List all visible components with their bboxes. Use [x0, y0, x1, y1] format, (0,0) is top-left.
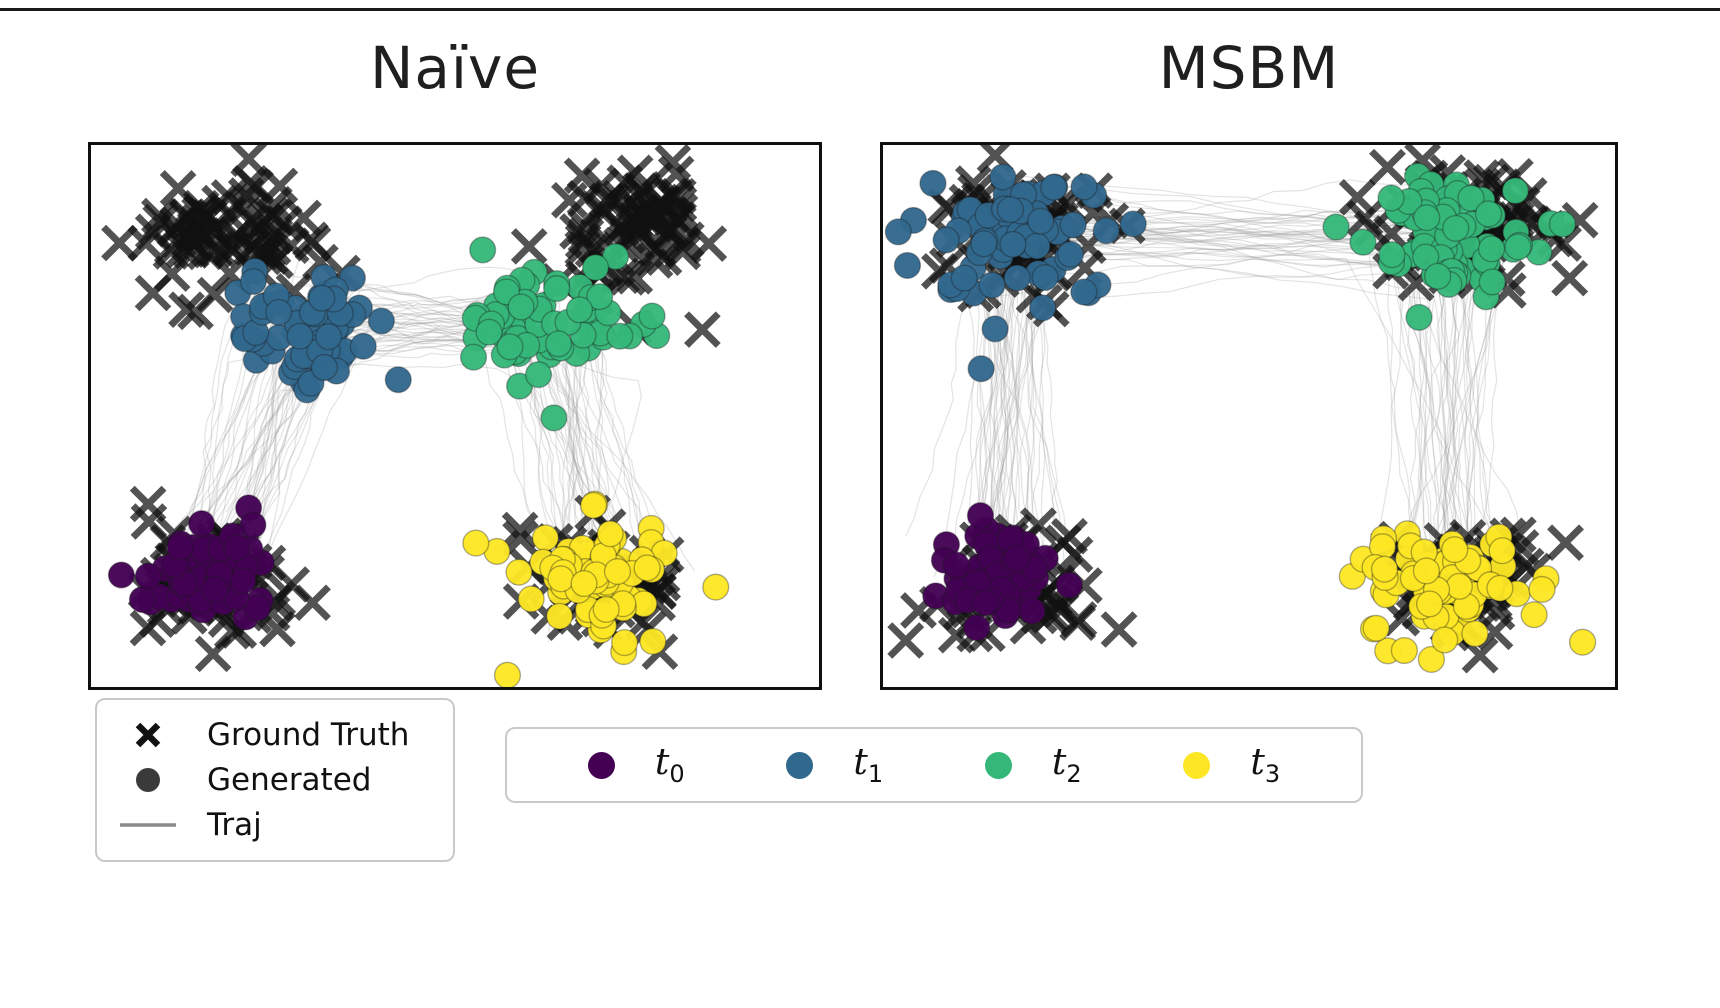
ground-truth-cluster-top-right: [510, 145, 728, 348]
t0-label: t0: [654, 741, 685, 789]
t3-dot-icon: [1183, 751, 1211, 779]
generated-cluster-t2: [1322, 162, 1577, 331]
traj-label: Traj: [207, 807, 262, 844]
generated-cluster-t3: [462, 490, 730, 687]
t2-label: t2: [1051, 741, 1082, 789]
legend-row-ground-truth: Ground Truth: [117, 717, 433, 753]
trajectories-layer: [154, 255, 696, 643]
t2-dot-icon: [984, 751, 1012, 779]
panel-title-msbm: MSBM: [1158, 34, 1340, 102]
top-rule: [0, 8, 1720, 11]
times-legend: t0 t1 t2 t3: [505, 727, 1363, 803]
generated-cluster-t1: [224, 257, 412, 404]
panel-title-naive: Naïve: [369, 34, 541, 102]
ground-truth-label: Ground Truth: [207, 716, 410, 753]
scatter-panel-naive: [88, 142, 822, 690]
ground-truth-x-icon: [117, 717, 179, 753]
trajectories-layer: [905, 173, 1527, 635]
legend-row-generated: Generated: [117, 762, 433, 798]
generated-cluster-t0: [107, 494, 275, 631]
generated-cluster-t2: [459, 236, 671, 432]
generated-cluster-t3: [1338, 520, 1597, 673]
t0-dot-icon: [587, 751, 615, 779]
legend-row-traj: Traj: [117, 807, 433, 843]
generated-dot-icon: [117, 762, 179, 798]
legend-entry-t0: t0: [587, 741, 685, 789]
legend-entry-t1: t1: [786, 742, 883, 788]
t3-label: t3: [1250, 741, 1281, 789]
generated-cluster-t1: [884, 163, 1147, 383]
legend-entry-t3: t3: [1183, 742, 1280, 788]
naive-scatter-plot: [101, 145, 730, 687]
legend-entry-t2: t2: [984, 741, 1082, 789]
generated-label: Generated: [207, 761, 372, 798]
markers-legend: Ground Truth Generated Traj: [95, 698, 455, 862]
msbm-scatter-plot: [884, 145, 1599, 674]
trajectory-line-icon: [117, 807, 179, 843]
t1-label: t1: [853, 741, 884, 789]
scatter-panel-msbm: [880, 142, 1618, 690]
t1-dot-icon: [786, 751, 814, 779]
generated-cluster-t0: [922, 502, 1083, 642]
